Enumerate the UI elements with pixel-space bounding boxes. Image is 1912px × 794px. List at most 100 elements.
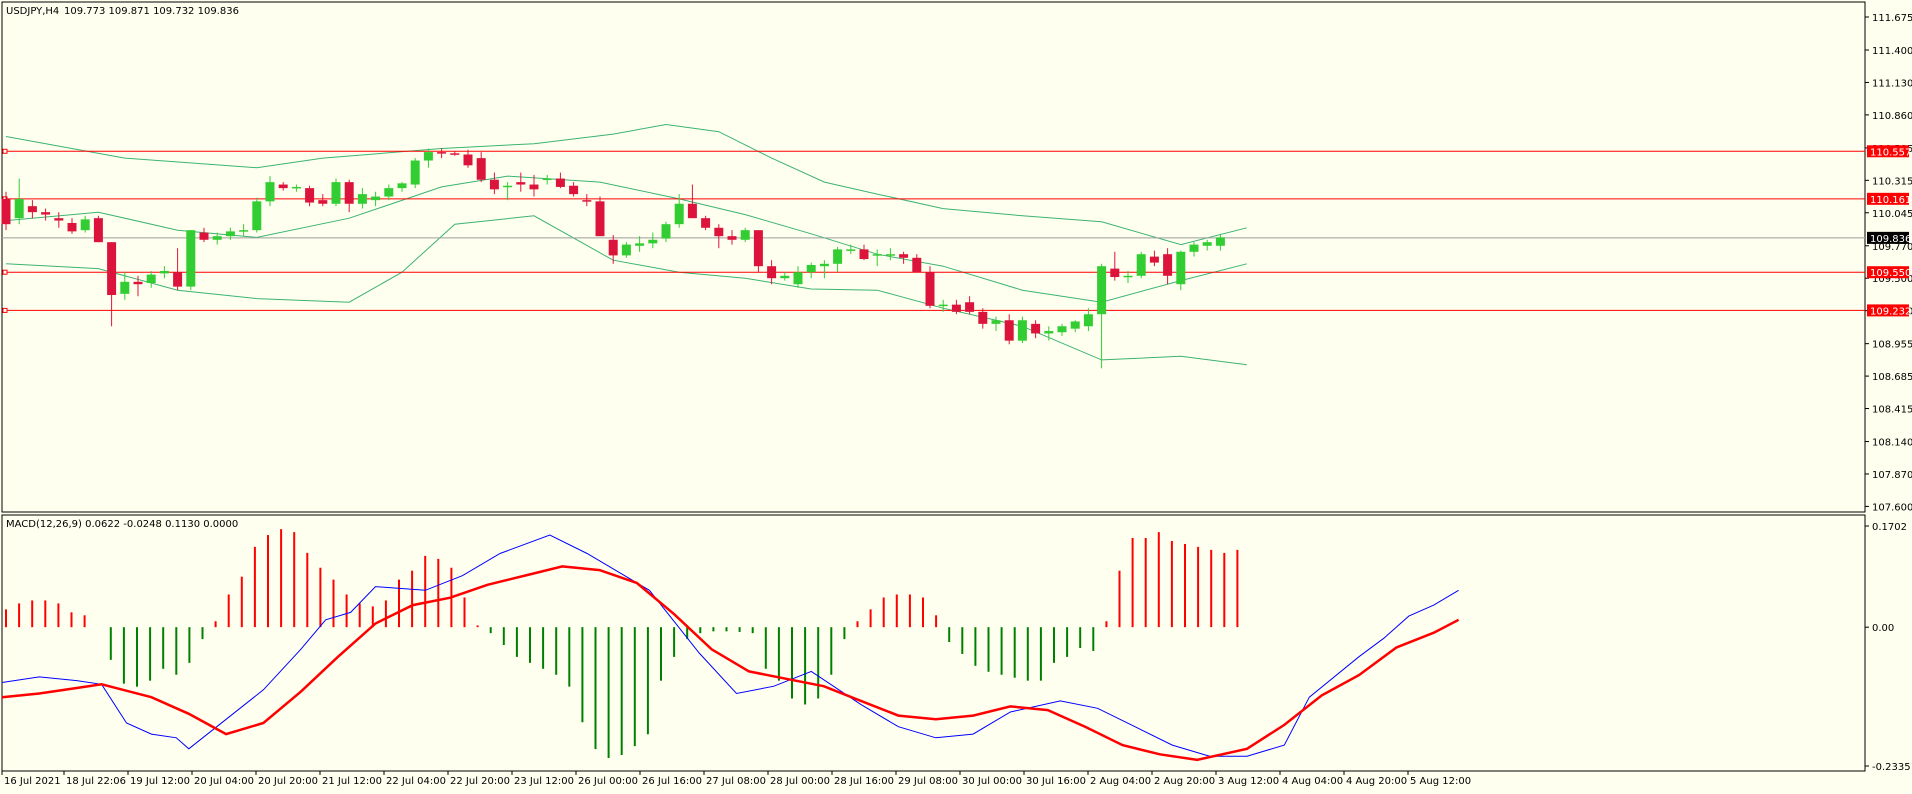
time-tick-label-19: 3 Aug 12:00 bbox=[1218, 776, 1279, 787]
candle-body-38 bbox=[503, 186, 512, 188]
time-tick-label-15: 30 Jul 00:00 bbox=[962, 776, 1022, 787]
time-tick-label-22: 5 Aug 12:00 bbox=[1410, 776, 1471, 787]
candle-body-73 bbox=[965, 302, 974, 312]
candle-body-75 bbox=[992, 320, 1001, 324]
candle-body-6 bbox=[81, 219, 90, 230]
candle-body-84 bbox=[1110, 269, 1119, 277]
macd-tick-label-0: 0.1702 bbox=[1872, 522, 1907, 533]
candle-body-59 bbox=[780, 276, 789, 278]
time-tick-label-20: 4 Aug 04:00 bbox=[1282, 776, 1343, 787]
candle-body-20 bbox=[266, 182, 275, 201]
candle-body-10 bbox=[134, 282, 143, 284]
time-tick-label-2: 19 Jul 12:00 bbox=[130, 776, 190, 787]
candle-body-33 bbox=[437, 152, 446, 154]
time-tick-label-14: 29 Jul 08:00 bbox=[898, 776, 958, 787]
candle-body-89 bbox=[1176, 252, 1185, 284]
candle-body-52 bbox=[688, 204, 697, 218]
candle-body-69 bbox=[912, 258, 921, 272]
candle-body-80 bbox=[1058, 326, 1067, 332]
price-tick-label-13: 108.140 bbox=[1872, 438, 1912, 449]
candle-body-47 bbox=[622, 245, 631, 256]
candle-body-30 bbox=[398, 183, 407, 188]
candle-body-27 bbox=[358, 194, 367, 204]
candle-body-13 bbox=[173, 272, 182, 286]
candle-body-42 bbox=[556, 179, 565, 187]
current-price-tag-text: 109.836 bbox=[1870, 234, 1911, 245]
candle-body-85 bbox=[1124, 276, 1133, 278]
candle-body-81 bbox=[1071, 321, 1080, 328]
candle-body-26 bbox=[345, 182, 354, 204]
time-tick-label-8: 23 Jul 12:00 bbox=[514, 776, 574, 787]
candle-body-2 bbox=[28, 206, 37, 212]
candle-body-24 bbox=[318, 200, 327, 204]
time-tick-label-16: 30 Jul 16:00 bbox=[1026, 776, 1086, 787]
candle-body-43 bbox=[569, 186, 578, 194]
candle-body-72 bbox=[952, 305, 961, 312]
candle-body-51 bbox=[675, 204, 684, 224]
price-tick-label-2: 111.130 bbox=[1872, 78, 1912, 89]
candle-body-58 bbox=[767, 266, 776, 278]
candle-body-7 bbox=[94, 218, 103, 242]
candle-body-60 bbox=[794, 272, 803, 284]
candle-body-90 bbox=[1190, 245, 1199, 252]
time-tick-label-1: 18 Jul 22:06 bbox=[66, 776, 126, 787]
time-tick-label-18: 2 Aug 20:00 bbox=[1154, 776, 1215, 787]
candle-body-5 bbox=[68, 223, 77, 231]
ohlc-label: 109.773 109.871 109.732 109.836 bbox=[64, 6, 239, 17]
time-tick-label-5: 21 Jul 12:00 bbox=[322, 776, 382, 787]
candle-body-63 bbox=[833, 249, 842, 263]
candle-body-48 bbox=[635, 243, 644, 245]
time-tick-label-11: 27 Jul 08:00 bbox=[706, 776, 766, 787]
candle-body-41 bbox=[543, 179, 552, 181]
candle-body-17 bbox=[226, 231, 235, 236]
macd-tick-label-1: 0.00 bbox=[1872, 623, 1894, 634]
hline-anchor-2 bbox=[3, 270, 7, 274]
candle-body-53 bbox=[701, 218, 710, 228]
candle-body-28 bbox=[371, 197, 380, 201]
candle-body-25 bbox=[332, 182, 341, 204]
price-tick-label-12: 108.415 bbox=[1872, 405, 1912, 416]
candle-body-14 bbox=[186, 230, 195, 286]
candle-body-40 bbox=[530, 185, 539, 190]
time-tick-label-3: 20 Jul 04:00 bbox=[194, 776, 254, 787]
candle-body-8 bbox=[107, 242, 116, 295]
time-tick-label-4: 20 Jul 20:00 bbox=[258, 776, 318, 787]
time-tick-label-0: 16 Jul 2021 bbox=[4, 776, 61, 787]
symbol-label: USDJPY,H4 bbox=[6, 6, 59, 17]
candle-body-91 bbox=[1203, 242, 1212, 246]
candle-body-70 bbox=[926, 272, 935, 306]
candle-body-71 bbox=[939, 305, 948, 307]
candle-body-86 bbox=[1137, 254, 1146, 276]
candle-body-74 bbox=[978, 312, 987, 324]
time-tick-label-7: 22 Jul 20:00 bbox=[450, 776, 510, 787]
candle-body-0 bbox=[2, 199, 11, 224]
candle-body-44 bbox=[582, 200, 591, 202]
candle-body-16 bbox=[213, 236, 222, 240]
time-tick-label-13: 28 Jul 16:00 bbox=[834, 776, 894, 787]
candle-body-88 bbox=[1163, 254, 1172, 276]
candle-body-65 bbox=[860, 249, 869, 259]
candle-body-76 bbox=[1005, 320, 1014, 340]
time-tick-label-6: 22 Jul 04:00 bbox=[386, 776, 446, 787]
price-tick-label-0: 111.675 bbox=[1872, 13, 1912, 24]
candle-body-46 bbox=[609, 240, 618, 256]
candle-body-64 bbox=[846, 249, 855, 251]
candle-body-19 bbox=[252, 201, 261, 230]
price-tick-label-10: 108.955 bbox=[1872, 340, 1912, 351]
candle-body-29 bbox=[384, 188, 393, 196]
candle-body-12 bbox=[160, 271, 169, 273]
candle-body-67 bbox=[886, 254, 895, 256]
candle-body-22 bbox=[292, 187, 301, 189]
candle-body-83 bbox=[1097, 266, 1106, 314]
candle-body-3 bbox=[41, 212, 50, 214]
candle-body-45 bbox=[596, 201, 605, 236]
price-tick-label-6: 110.045 bbox=[1872, 209, 1912, 220]
candle-body-79 bbox=[1044, 331, 1053, 333]
macd-tick-label-2: -0.2335 bbox=[1872, 762, 1911, 773]
candle-body-34 bbox=[450, 153, 459, 155]
time-tick-label-9: 26 Jul 00:00 bbox=[578, 776, 638, 787]
macd-label: MACD(12,26,9) 0.0622 -0.0248 0.1130 0.00… bbox=[6, 519, 238, 530]
